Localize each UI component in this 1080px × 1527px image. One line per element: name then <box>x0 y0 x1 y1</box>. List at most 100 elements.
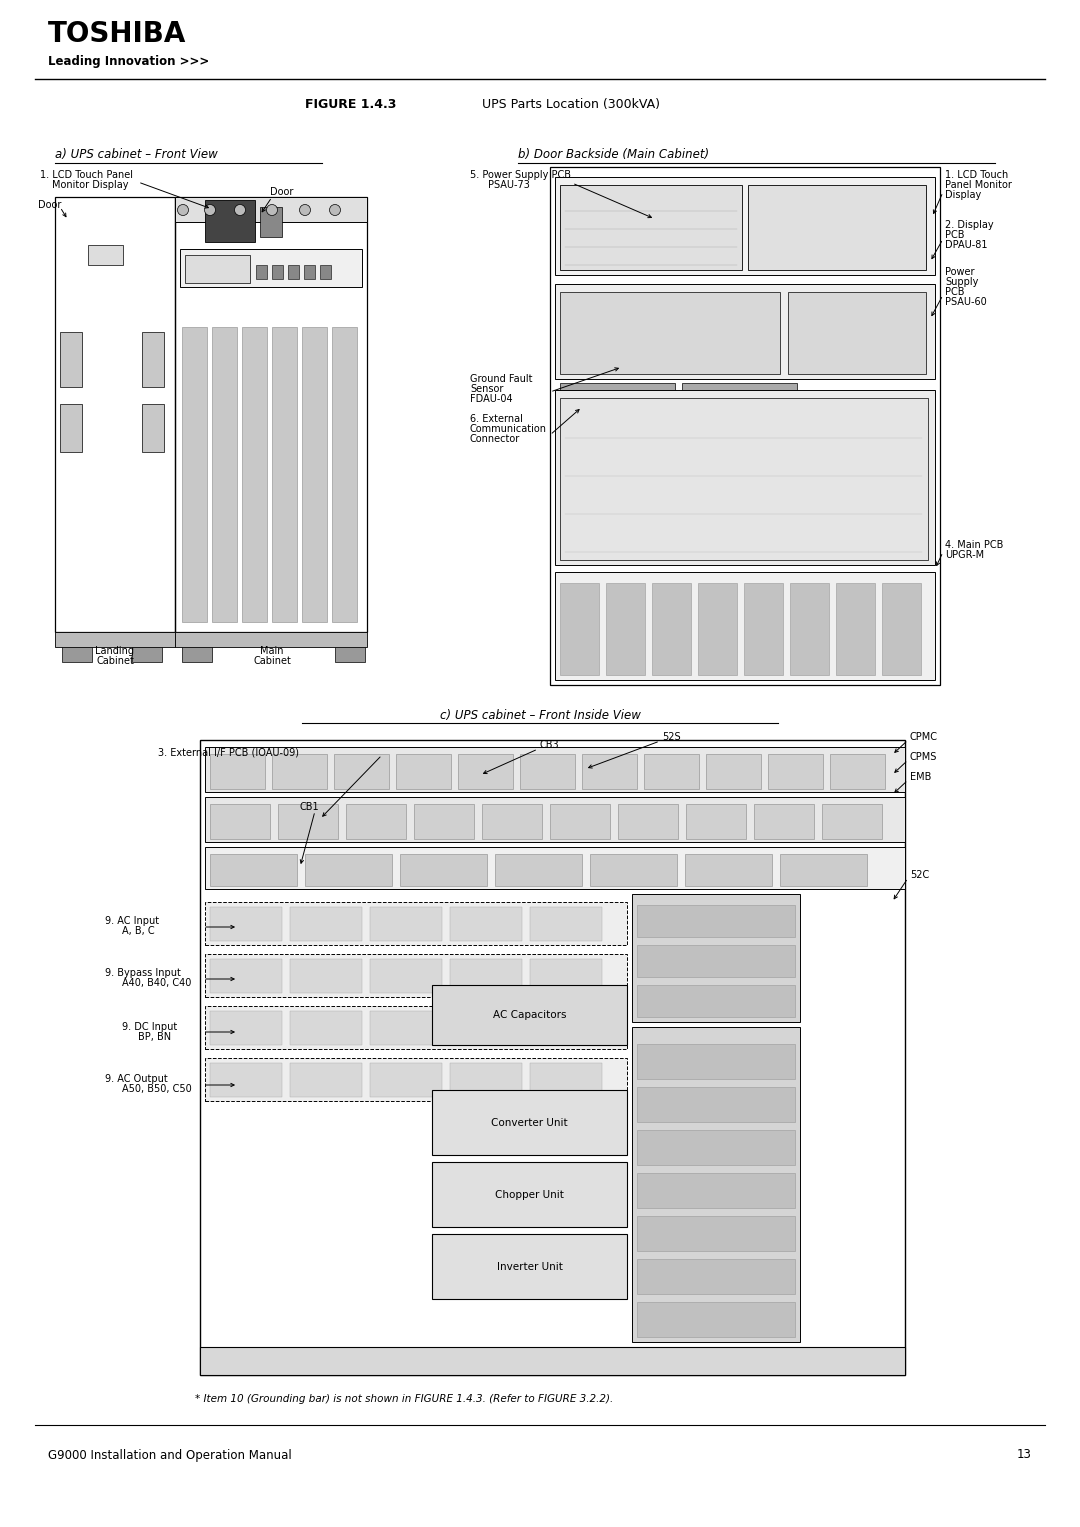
Bar <box>706 754 761 789</box>
Bar <box>432 985 627 1044</box>
Bar <box>637 1044 795 1080</box>
Bar <box>686 805 746 838</box>
Text: Cabinet: Cabinet <box>96 657 134 666</box>
Bar <box>291 907 362 941</box>
Bar <box>210 959 282 993</box>
Bar <box>212 327 237 621</box>
Bar <box>555 177 935 275</box>
Bar <box>370 1011 442 1044</box>
Text: Door: Door <box>38 200 62 211</box>
Bar <box>205 954 627 997</box>
Text: Power: Power <box>945 267 974 276</box>
Text: Sensor: Sensor <box>470 383 503 394</box>
Text: 5. Power Supply PCB: 5. Power Supply PCB <box>470 169 571 180</box>
Bar <box>450 959 522 993</box>
Bar <box>242 327 267 621</box>
Text: Monitor Display: Monitor Display <box>52 180 129 189</box>
Bar <box>744 583 783 675</box>
Text: Inverter Unit: Inverter Unit <box>497 1261 563 1272</box>
Text: Supply: Supply <box>945 276 978 287</box>
Bar <box>332 327 357 621</box>
Bar <box>637 985 795 1017</box>
Bar <box>303 266 315 279</box>
Text: Cabinet: Cabinet <box>253 657 291 666</box>
Bar <box>370 1063 442 1096</box>
Text: CPMC: CPMC <box>910 731 939 742</box>
Bar <box>291 959 362 993</box>
Bar <box>637 906 795 938</box>
Text: Door: Door <box>270 186 294 197</box>
Bar <box>210 1063 282 1096</box>
Bar <box>637 1173 795 1208</box>
Bar <box>637 1130 795 1165</box>
Circle shape <box>329 205 340 215</box>
Bar <box>141 331 164 386</box>
Text: 52C: 52C <box>910 870 929 880</box>
Text: CPMS: CPMS <box>910 751 937 762</box>
Bar <box>205 1006 627 1049</box>
Bar <box>60 405 82 452</box>
Bar <box>210 805 270 838</box>
Bar <box>272 327 297 621</box>
Text: AC Capacitors: AC Capacitors <box>492 1009 566 1020</box>
Bar <box>400 854 487 886</box>
Text: A, B, C: A, B, C <box>122 925 154 936</box>
Text: Chopper Unit: Chopper Unit <box>495 1190 564 1200</box>
Bar <box>555 573 935 680</box>
Circle shape <box>267 205 278 215</box>
Text: 6. External: 6. External <box>470 414 523 425</box>
Bar <box>87 244 123 266</box>
Text: b) Door Backside (Main Cabinet): b) Door Backside (Main Cabinet) <box>518 148 710 162</box>
Bar <box>141 405 164 452</box>
Bar <box>632 893 800 1022</box>
Bar <box>335 647 365 663</box>
Bar <box>561 185 742 270</box>
Bar <box>450 1011 522 1044</box>
Bar <box>60 331 82 386</box>
Text: UPGR-M: UPGR-M <box>945 550 984 560</box>
Bar <box>180 249 362 287</box>
Bar <box>260 208 282 237</box>
Bar <box>210 907 282 941</box>
Bar <box>637 945 795 977</box>
Text: Ground Fault: Ground Fault <box>470 374 532 383</box>
Bar <box>320 266 330 279</box>
Text: 1. LCD Touch: 1. LCD Touch <box>945 169 1009 180</box>
Bar <box>302 327 327 621</box>
Bar <box>637 1087 795 1122</box>
Bar <box>346 805 406 838</box>
Bar <box>652 583 691 675</box>
Bar <box>495 854 582 886</box>
Text: A50, B50, C50: A50, B50, C50 <box>122 1084 192 1093</box>
Bar <box>632 1028 800 1342</box>
Bar <box>458 754 513 789</box>
Bar <box>450 907 522 941</box>
Bar <box>183 327 207 621</box>
Circle shape <box>299 205 311 215</box>
Bar <box>450 1063 522 1096</box>
Text: TOSHIBA: TOSHIBA <box>48 20 187 47</box>
Bar <box>175 632 367 647</box>
Bar <box>55 632 175 647</box>
Bar <box>530 1011 602 1044</box>
Bar <box>606 583 645 675</box>
Text: 13: 13 <box>1017 1449 1032 1461</box>
Bar <box>836 583 875 675</box>
Text: * Item 10 (Grounding bar) is not shown in FIGURE 1.4.3. (Refer to FIGURE 3.2.2).: * Item 10 (Grounding bar) is not shown i… <box>195 1394 613 1403</box>
Bar <box>768 754 823 789</box>
Bar <box>590 854 677 886</box>
Bar <box>291 1063 362 1096</box>
Text: 2. Display: 2. Display <box>945 220 994 231</box>
Text: UPS Parts Location (300kVA): UPS Parts Location (300kVA) <box>482 99 660 111</box>
Bar <box>681 383 797 405</box>
Bar <box>185 255 249 282</box>
Bar <box>519 754 575 789</box>
Bar <box>396 754 451 789</box>
Bar <box>789 583 829 675</box>
Text: DPAU-81: DPAU-81 <box>945 240 987 250</box>
Bar <box>272 754 327 789</box>
Bar <box>555 284 935 379</box>
Text: 3. External I/F PCB (IOAU-09): 3. External I/F PCB (IOAU-09) <box>158 748 299 757</box>
Bar <box>482 805 542 838</box>
Circle shape <box>234 205 245 215</box>
